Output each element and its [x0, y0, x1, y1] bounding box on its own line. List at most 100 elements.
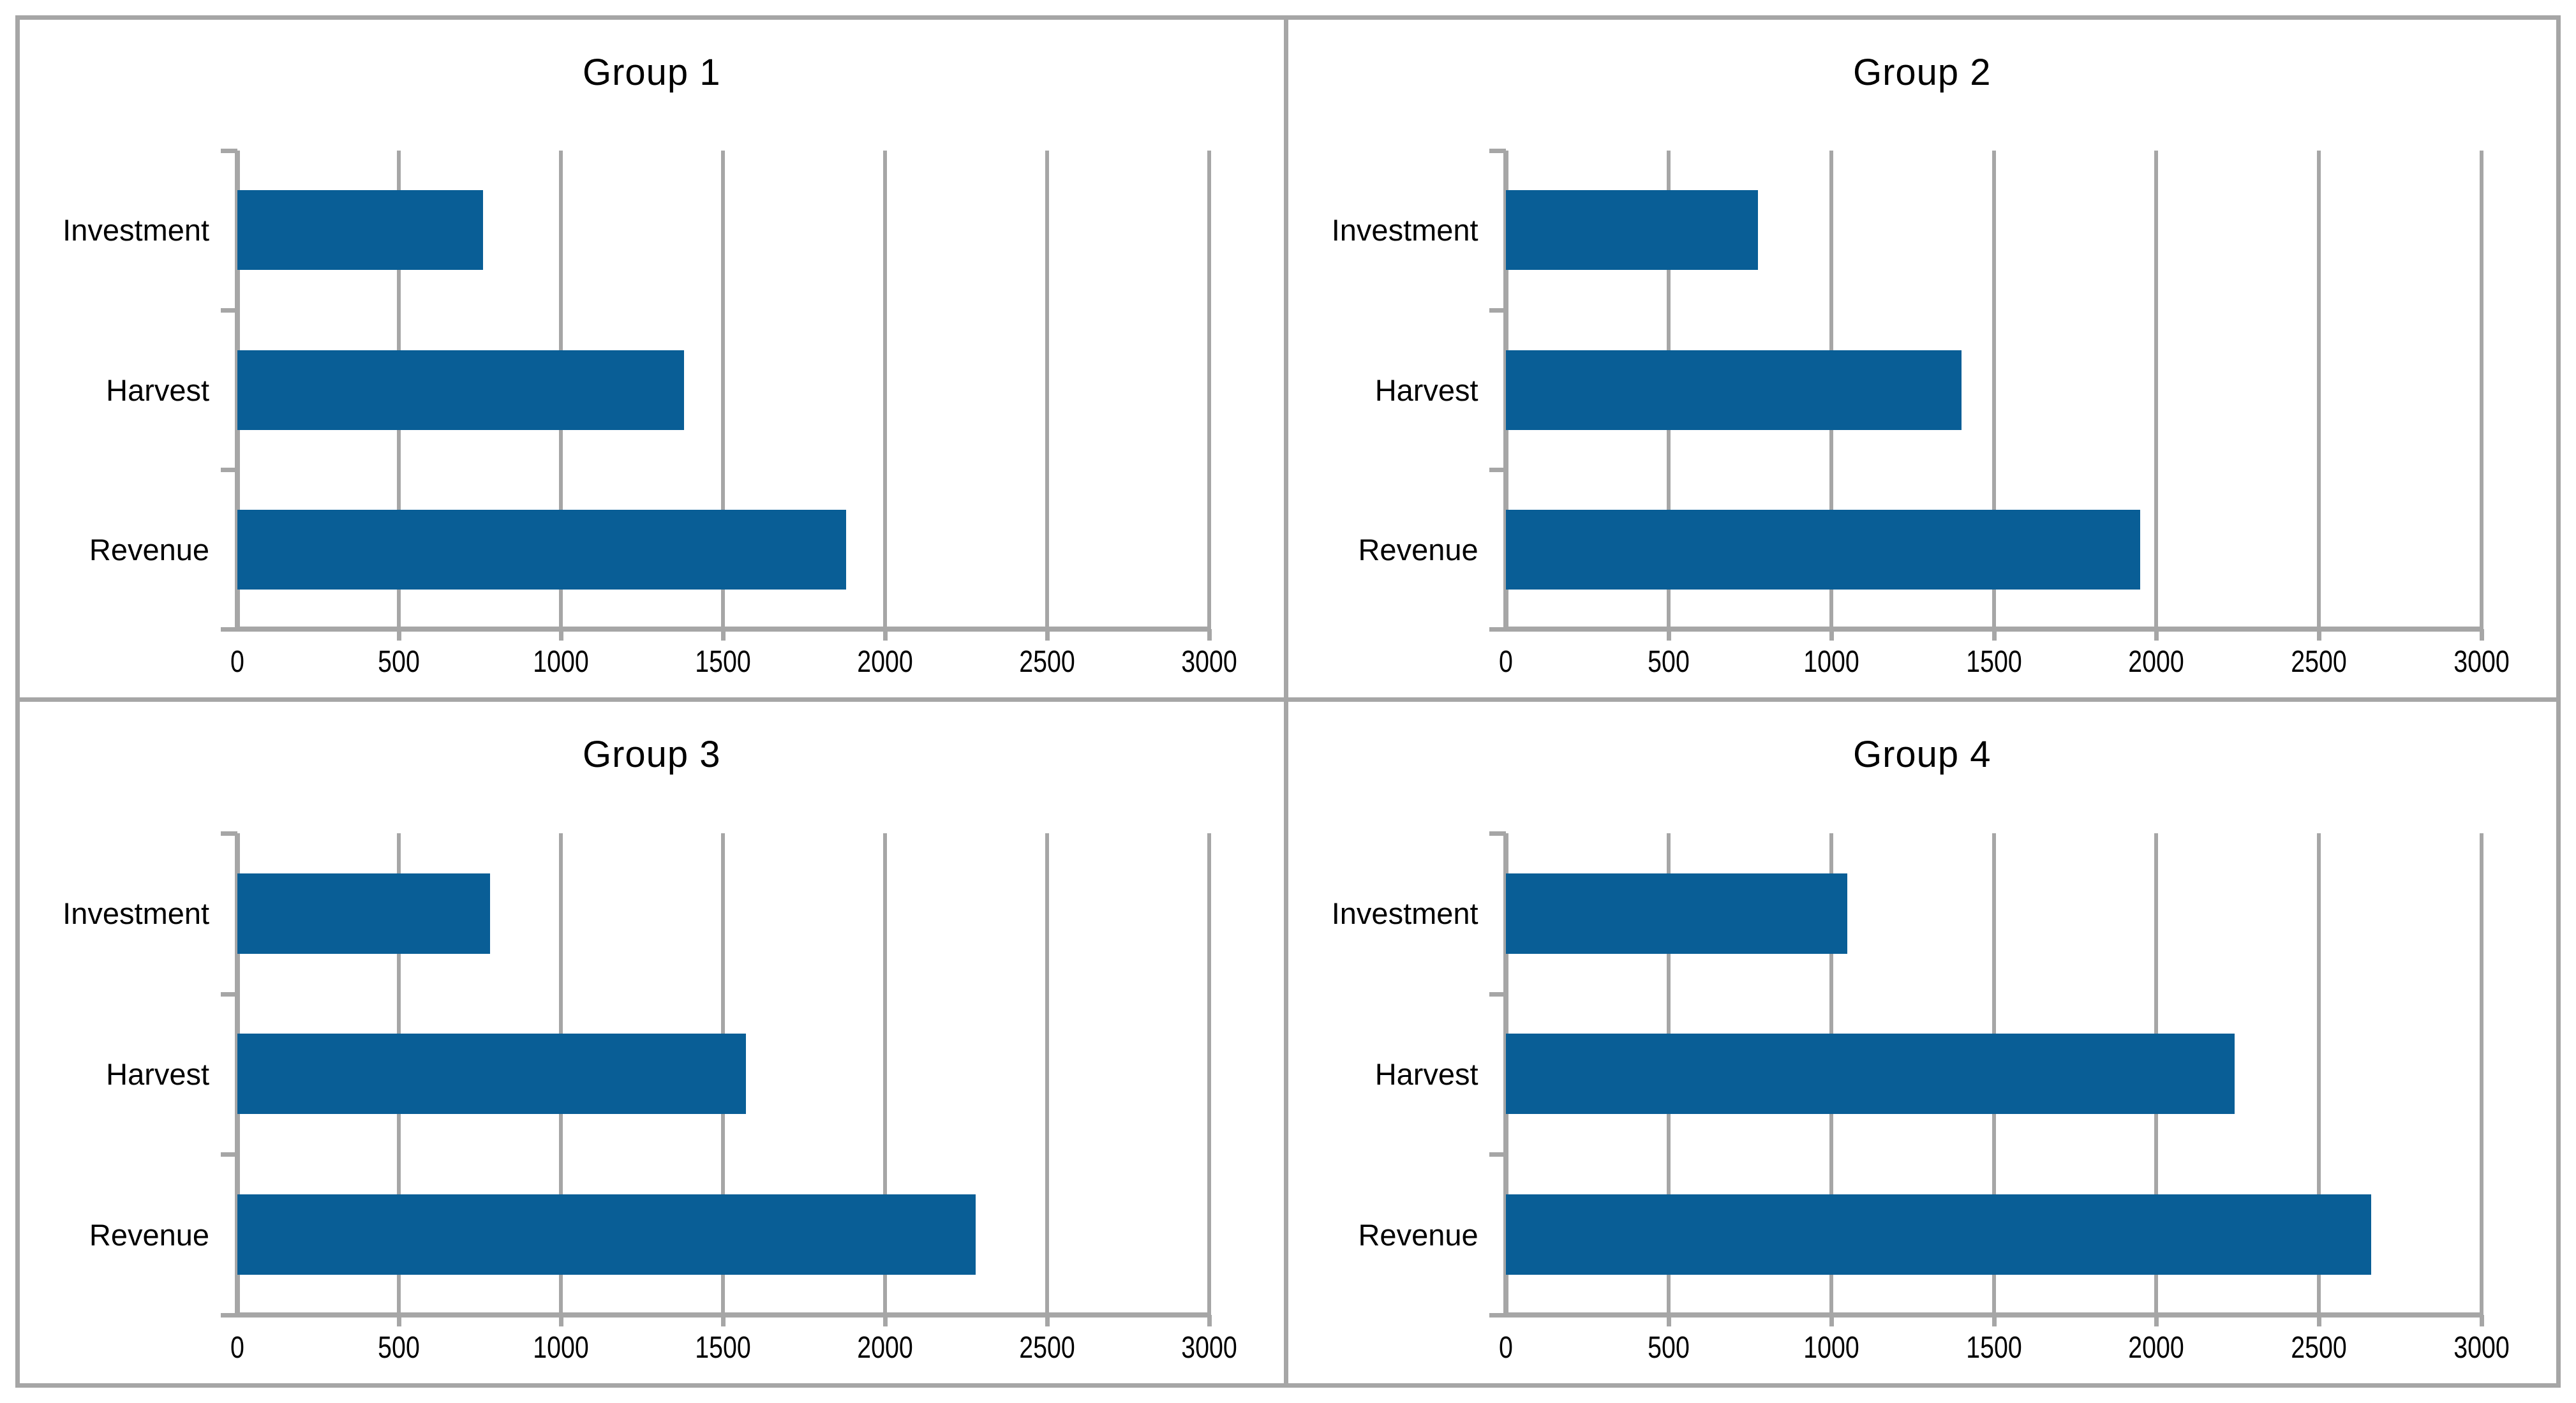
x-axis-tick-label-text: 3000 — [1180, 644, 1237, 679]
bar-revenue — [237, 509, 847, 590]
x-axis-tick-label: 2000 — [2122, 644, 2191, 679]
x-axis-tick-mark — [397, 629, 402, 641]
x-axis-tick-label-text: 500 — [378, 644, 421, 679]
x-axis-tick-label: 500 — [1643, 1330, 1694, 1365]
plot-area — [1489, 148, 2484, 641]
bar-investment — [1506, 190, 1759, 271]
gridline — [2479, 833, 2483, 1316]
chart-panel: Group 4 Investment Harvest Revenue 0 500 100… — [1288, 701, 2556, 1383]
x-axis-tick-label-text: 1000 — [533, 644, 590, 679]
x-axis-tick-mark — [882, 1315, 888, 1327]
x-axis-tick-label-text: 1500 — [695, 644, 751, 679]
y-axis-tick-mark — [1489, 1313, 1507, 1318]
x-axis-tick-mark — [2154, 629, 2159, 641]
bar-row — [1506, 470, 2481, 629]
y-axis-tick-mark — [1489, 468, 1507, 473]
x-axis-line — [1506, 627, 2482, 632]
category-axis-labels: Investment Harvest Revenue — [20, 151, 209, 629]
x-axis-tick-mark — [882, 629, 888, 641]
x-axis-tick-label-text: 500 — [1648, 644, 1690, 679]
bar-revenue — [1506, 509, 2140, 590]
x-axis-tick-label-text: 500 — [378, 1330, 421, 1365]
x-axis-tick-label-text: 2500 — [1019, 1330, 1075, 1365]
y-axis-tick-mark — [220, 831, 237, 836]
x-axis-tick-label: 0 — [1498, 644, 1515, 679]
chart-panel: Group 3 Investment Harvest Revenue 0 500 100… — [20, 701, 1288, 1383]
category-axis-labels: Investment Harvest Revenue — [20, 833, 209, 1315]
x-axis-tick-mark — [1207, 1315, 1212, 1327]
x-axis-tick-label: 500 — [373, 644, 424, 679]
y-axis-tick-mark — [220, 308, 237, 313]
gridline — [1045, 150, 1049, 630]
x-axis-tick-labels: 0 500 1000 1500 2000 2500 3000 — [230, 1330, 1237, 1381]
x-axis-tick-mark — [2316, 1315, 2321, 1327]
x-axis-tick-mark — [721, 629, 726, 641]
bar-row — [1506, 310, 2481, 470]
x-axis-tick-mark — [1829, 1315, 1834, 1327]
x-axis-tick-label: 0 — [1498, 1330, 1515, 1365]
gridline — [882, 833, 887, 1316]
bar-investment — [237, 873, 490, 954]
bar-row — [1506, 151, 2481, 310]
x-axis-tick-mark — [1667, 1315, 1672, 1327]
x-axis-tick-label: 1500 — [689, 644, 757, 679]
chart-grid: Group 1 Investment Harvest Revenue 0 500 100… — [15, 15, 2561, 1388]
x-axis-tick-labels: 0 500 1000 1500 2000 2500 3000 — [1499, 644, 2509, 695]
x-axis-tick-mark — [559, 1315, 564, 1327]
bar-investment — [1506, 873, 1848, 954]
x-axis-tick-label-text: 2000 — [857, 1330, 913, 1365]
x-axis-tick-label-text: 1000 — [1803, 644, 1859, 679]
x-axis-tick-label-text: 0 — [1499, 1330, 1514, 1365]
x-axis-tick-mark — [397, 1315, 402, 1327]
bar-harvest — [1506, 350, 1962, 430]
y-axis-tick-mark — [1489, 991, 1507, 997]
x-axis-tick-label-text: 0 — [230, 1330, 244, 1365]
category-label: Harvest — [1374, 373, 1478, 407]
chart-panel: Group 1 Investment Harvest Revenue 0 500 100… — [20, 20, 1288, 702]
chart-title: Group 1 — [582, 51, 721, 93]
x-axis-tick-label-text: 2000 — [2128, 644, 2185, 679]
bar-row — [237, 833, 1209, 994]
bar-row — [237, 151, 1209, 310]
y-axis-tick-mark — [1489, 627, 1507, 632]
y-axis-tick-mark — [220, 1313, 237, 1318]
bar-revenue — [1506, 1194, 2371, 1275]
x-axis-tick-label-text: 0 — [230, 644, 244, 679]
chart-title: Group 4 — [1852, 733, 1992, 775]
x-axis-tick-label: 1000 — [1797, 644, 1865, 679]
category-label: Investment — [63, 213, 210, 248]
x-axis-tick-label: 2000 — [2122, 1330, 2191, 1365]
bar-row — [237, 994, 1209, 1155]
x-axis-tick-label: 0 — [228, 644, 246, 679]
x-axis-tick-label-text: 2000 — [857, 644, 913, 679]
plot-area — [220, 148, 1212, 641]
x-axis-tick-mark — [1829, 629, 1834, 641]
x-axis-line — [1506, 1312, 2482, 1318]
x-axis-tick-mark — [721, 1315, 726, 1327]
x-axis-tick-mark — [1045, 1315, 1050, 1327]
x-axis-tick-mark — [559, 629, 564, 641]
x-axis-tick-label: 3000 — [1175, 644, 1243, 679]
y-axis-tick-mark — [1489, 1152, 1507, 1157]
bar-row — [237, 470, 1209, 629]
chart-panel: Group 2 Investment Harvest Revenue 0 500 100… — [1288, 20, 2556, 702]
category-label: Revenue — [1358, 1217, 1478, 1252]
x-axis-tick-mark — [1207, 629, 1212, 641]
x-axis-tick-mark — [2479, 629, 2484, 641]
bar-harvest — [237, 350, 685, 430]
bar-row — [1506, 1154, 2481, 1315]
chart-title: Group 2 — [1852, 51, 1992, 93]
y-axis-tick-mark — [1489, 831, 1507, 836]
x-axis-tick-label: 500 — [1643, 644, 1694, 679]
bar-harvest — [1506, 1034, 2235, 1115]
gridline — [2154, 150, 2159, 630]
x-axis-tick-label: 2500 — [2285, 1330, 2353, 1365]
category-label: Revenue — [89, 1217, 210, 1252]
gridline — [1207, 833, 1211, 1316]
x-axis-tick-label-text: 2500 — [2291, 644, 2347, 679]
x-axis-line — [237, 627, 1209, 632]
x-axis-tick-label-text: 1500 — [1965, 644, 2022, 679]
x-axis-tick-mark — [1992, 1315, 1997, 1327]
x-axis-tick-label-text: 3000 — [2453, 644, 2510, 679]
